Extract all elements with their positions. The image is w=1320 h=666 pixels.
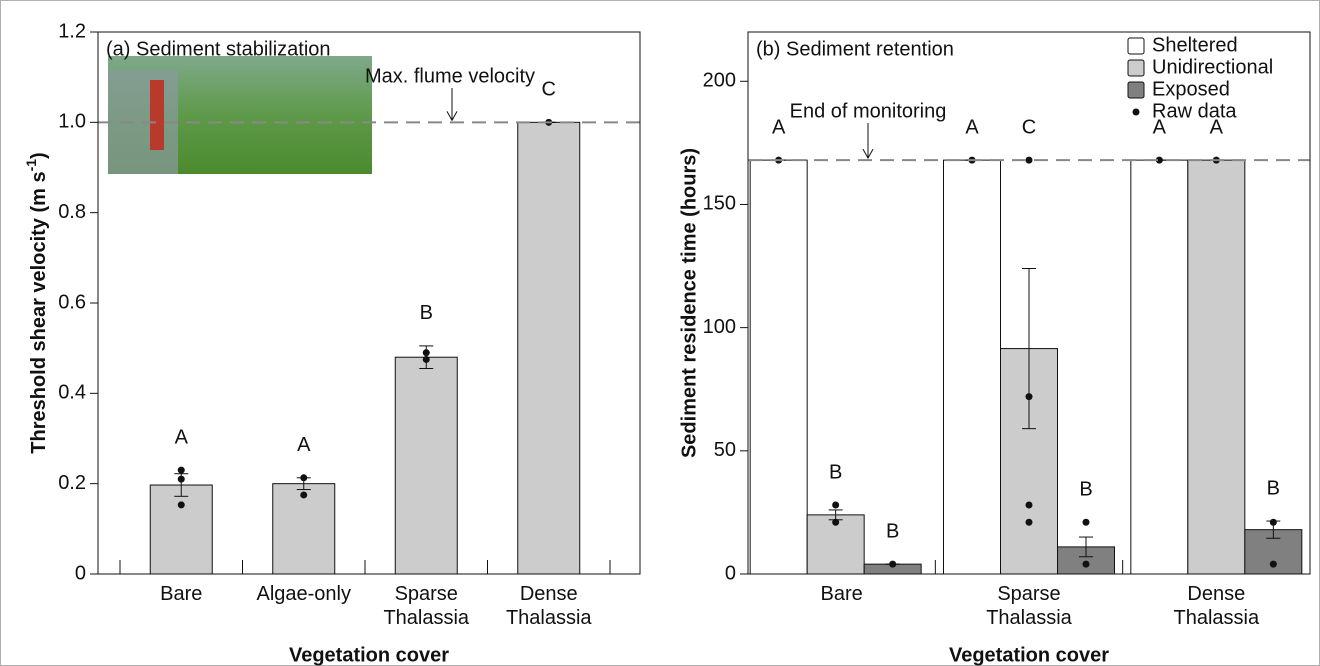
bar — [1131, 160, 1188, 574]
raw-data-point — [1270, 561, 1277, 568]
y-tick-label: 0.6 — [58, 291, 86, 313]
y-tick-label: 150 — [703, 193, 736, 215]
raw-data-point — [889, 561, 896, 568]
raw-data-point — [178, 467, 185, 474]
bar — [150, 485, 212, 574]
raw-data-point — [1083, 519, 1090, 526]
raw-data-point — [1026, 502, 1033, 509]
y-axis-label-part: ) — [28, 152, 50, 159]
y-tick-label: 1.0 — [58, 111, 86, 133]
significance-letter: B — [829, 461, 842, 483]
bar — [750, 160, 807, 574]
raw-data-point — [300, 474, 307, 481]
raw-data-point — [178, 476, 185, 483]
figure: 0 0.2 0.4 0.6 0.8 1.0 1.2 (a) Sediment stabiliz… — [0, 0, 1320, 666]
x-axis-label: Vegetation cover — [289, 644, 449, 666]
significance-letter: A — [965, 116, 979, 138]
photo-detail — [150, 80, 164, 150]
raw-data-point — [1026, 393, 1033, 400]
x-tick-label: Bare — [121, 582, 241, 606]
legend-raw-marker — [1133, 109, 1140, 116]
x-tick-label: Dense Thalassia — [1156, 582, 1276, 630]
bar — [518, 122, 580, 574]
y-tick-label: 50 — [714, 439, 736, 461]
significance-letter: C — [1022, 116, 1036, 138]
x-tick-label: Sparse Thalassia — [969, 582, 1089, 630]
raw-data-point — [300, 491, 307, 498]
y-tick-label: 1.2 — [58, 20, 86, 42]
x-tick-label: Bare — [782, 582, 902, 606]
legend-swatch — [1128, 38, 1144, 54]
y-tick-label: 0.4 — [58, 382, 86, 404]
raw-data-point — [1083, 561, 1090, 568]
x-tick-label: Algae-only — [244, 582, 364, 606]
significance-letter: B — [420, 302, 433, 324]
x-axis-label: Vegetation cover — [949, 644, 1109, 666]
y-tick-label: 0.8 — [58, 201, 86, 223]
legend-label: Unidirectional — [1152, 56, 1273, 78]
bar — [1188, 160, 1245, 574]
significance-letter: B — [1267, 477, 1280, 499]
significance-letter: C — [542, 79, 556, 101]
legend-swatch — [1128, 60, 1144, 76]
y-tick-label: 200 — [703, 70, 736, 92]
panel-title: (b) Sediment retention — [756, 38, 954, 60]
significance-letter: A — [175, 426, 189, 448]
raw-data-point — [1026, 519, 1033, 526]
legend-label: Sheltered — [1152, 34, 1238, 56]
chart: 0 0.2 0.4 0.6 0.8 1.0 1.2 (a) Sediment stabiliz… — [0, 0, 1320, 666]
raw-data-point — [178, 501, 185, 508]
y-tick-label: 0.2 — [58, 472, 86, 494]
bar — [395, 357, 457, 574]
legend-label: Raw data — [1152, 100, 1237, 122]
reference-annotation: Max. flume velocity — [365, 65, 535, 87]
x-tick-label: Dense Thalassia — [489, 582, 609, 630]
y-axis-label-part: Threshold shear velocity (m s — [28, 171, 50, 453]
raw-data-point — [423, 349, 430, 356]
bar — [944, 160, 1001, 574]
y-tick-label: 0 — [75, 562, 86, 584]
legend-label: Exposed — [1152, 78, 1230, 100]
raw-data-point — [1270, 519, 1277, 526]
y-tick-label: 100 — [703, 316, 736, 338]
raw-data-point — [423, 356, 430, 363]
raw-data-point — [1026, 157, 1033, 164]
y-axis-label: Threshold shear velocity (m s-1) — [23, 152, 51, 453]
significance-letter: B — [1079, 479, 1092, 501]
legend-swatch — [1128, 82, 1144, 98]
panel-title: (a) Sediment stabilization — [106, 38, 331, 60]
x-tick-label: Sparse Thalassia — [366, 582, 486, 630]
significance-letter: A — [772, 116, 786, 138]
raw-data-point — [832, 519, 839, 526]
significance-letter: A — [297, 434, 311, 456]
y-axis-label: Sediment residence time (hours) — [678, 148, 700, 458]
reference-annotation: End of monitoring — [790, 100, 947, 122]
significance-letter: B — [886, 520, 899, 542]
raw-data-point — [832, 502, 839, 509]
y-tick-label: 0 — [725, 562, 736, 584]
y-axis-label-part: -1 — [23, 159, 39, 172]
